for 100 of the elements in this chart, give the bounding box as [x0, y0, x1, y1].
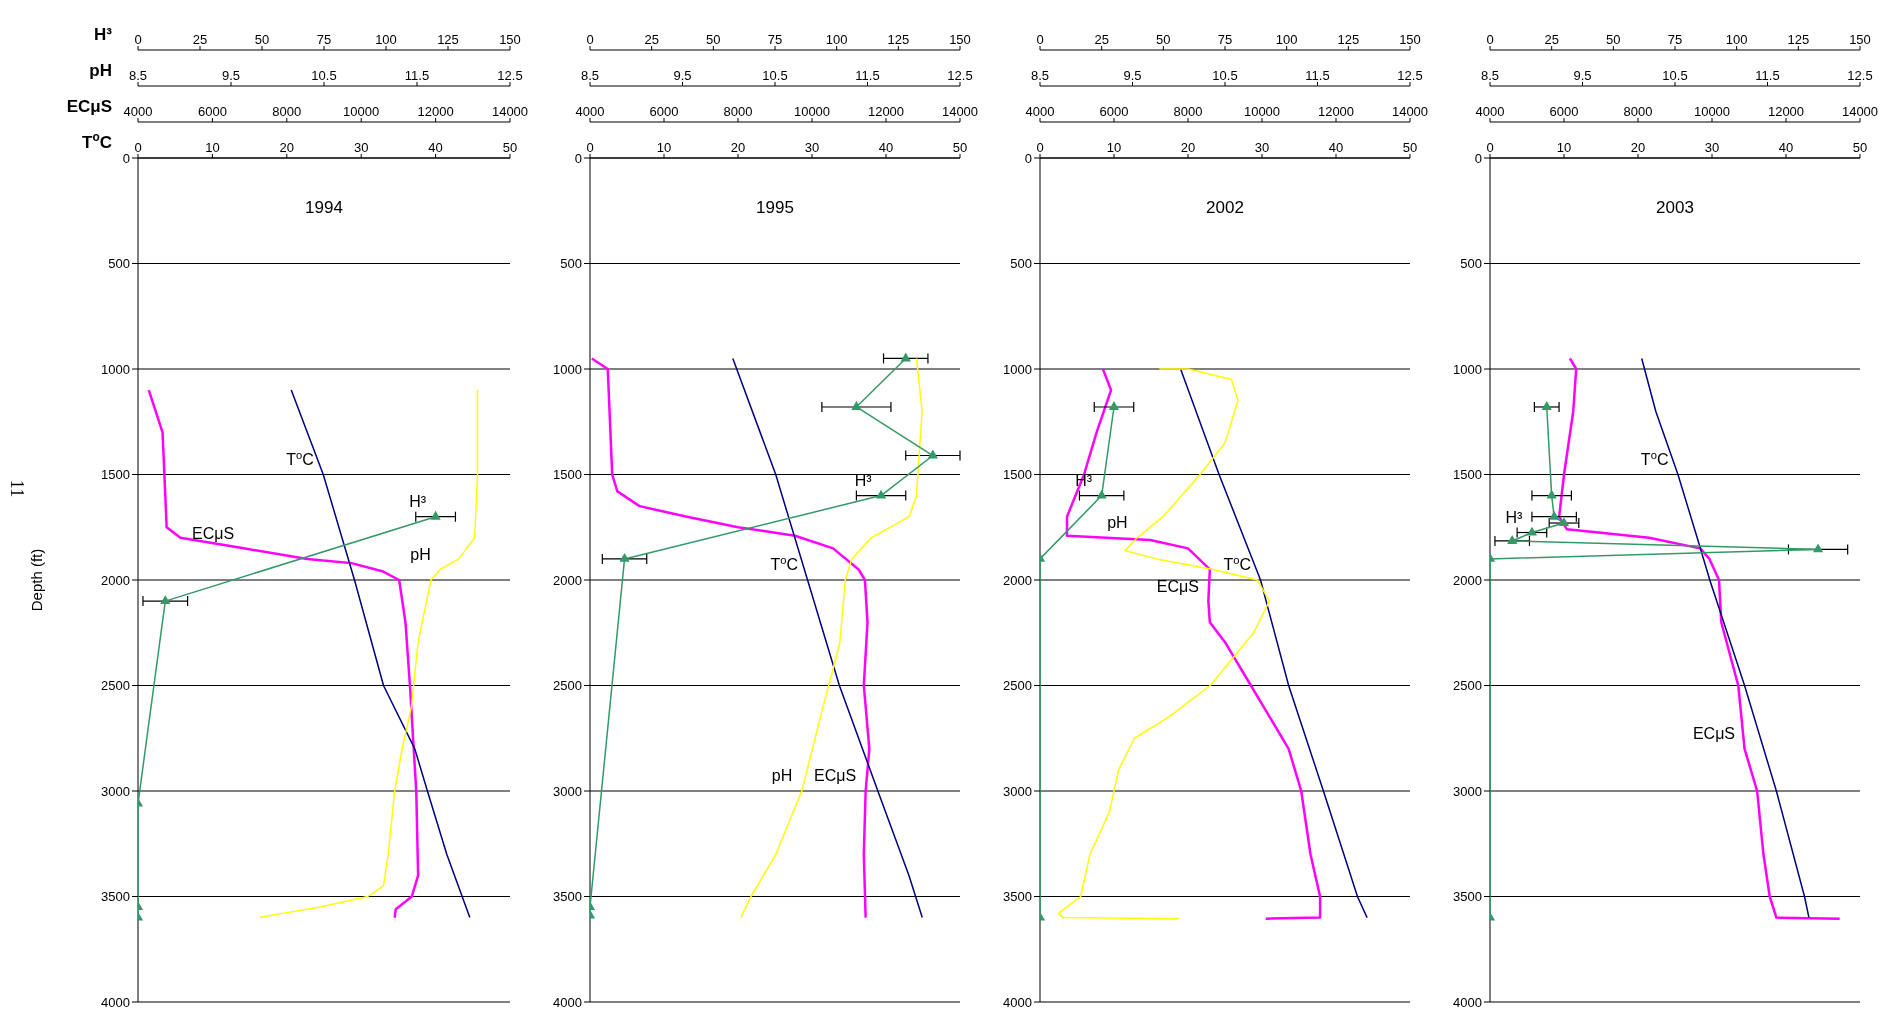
y-axis-title: Depth (ft) [28, 548, 45, 612]
x2-tick-label: 50 [1606, 32, 1621, 47]
x-tick-label: 10 [1106, 140, 1122, 155]
x-tick-label: 40 [1778, 140, 1794, 155]
text: 11 [6, 479, 28, 498]
x2-tick-label: 50 [1156, 32, 1171, 47]
x2-tick-label: 10000 [793, 104, 831, 119]
series-label: pH [410, 545, 431, 563]
y-tick-label: 3000 [553, 783, 582, 799]
x2-tick-label: 0 [586, 32, 594, 47]
y-tick-label: 500 [560, 256, 582, 272]
y-tick-label: 1500 [1453, 467, 1482, 483]
x-tick-label: 40 [878, 140, 894, 155]
y-tick-label: 1000 [101, 361, 130, 377]
series-label: T$^{o}$C [286, 448, 314, 468]
x2-tick-label: 0 [1486, 32, 1494, 47]
y-tick-label: 2500 [553, 678, 582, 694]
series-label: T$^{o}$C [770, 554, 799, 574]
text: 1995 [755, 198, 795, 218]
x2-tick-label: 25 [192, 32, 208, 47]
x2-tick-label: 125 [1337, 32, 1360, 47]
y-tick-label: 1500 [553, 467, 582, 483]
x2-tick-label: 6000 [1549, 104, 1579, 119]
x2-tick-label: 10000 [1243, 104, 1281, 119]
x-tick-label: 8.5 [128, 68, 148, 83]
x2-tick-label: 12000 [417, 104, 454, 119]
series-label: H³ [1505, 509, 1524, 527]
x2-tick-label: 10000 [343, 104, 380, 119]
x-tick-label: 11.5 [1755, 68, 1780, 83]
y-tick-label: 500 [1460, 256, 1482, 272]
x-tick-label: 8.5 [1480, 68, 1500, 83]
x2-tick-label: 12000 [1317, 104, 1355, 119]
x-tick-label: 9.5 [1573, 68, 1592, 83]
x-tick-label: 50 [1402, 140, 1418, 155]
x2-tick-label: 150 [499, 32, 521, 47]
x2-tick-label: 125 [887, 32, 910, 47]
x2-tick-label: 75 [1667, 32, 1683, 47]
x2-tick-label: 8000 [1623, 104, 1653, 119]
x2-tick-label: 75 [767, 32, 783, 47]
x-tick-label: 20 [1180, 140, 1196, 155]
x2-tick-label: 100 [825, 32, 848, 47]
x-tick-label: 0 [1486, 140, 1494, 155]
y-tick-label: 2000 [553, 572, 582, 588]
x2-tick-label: 8000 [1173, 104, 1203, 119]
x-tick-label: 11.5 [855, 68, 880, 83]
x2-tick-label: 100 [1725, 32, 1748, 47]
x-tick-label: 10 [656, 140, 672, 155]
x2-tick-label: 12000 [867, 104, 905, 119]
series-label: ECμS [1692, 725, 1736, 743]
y-tick-label: 4000 [553, 994, 582, 1010]
y-tick-label: 0 [1474, 150, 1482, 166]
x2-tick-label: 14000 [941, 104, 979, 119]
x-tick-label: 11.5 [1305, 68, 1330, 83]
x-tick-label: 0 [586, 140, 594, 155]
y-tick-label: 2500 [1453, 678, 1482, 694]
series-label: T$^{o}$C [1223, 554, 1252, 574]
x-tick-label: 12.5 [1847, 68, 1873, 83]
x-tick-label: 0 [134, 140, 142, 155]
y-tick-label: 1000 [553, 361, 582, 377]
x2-tick-label: 125 [1787, 32, 1810, 47]
x2-tick-label: 8000 [723, 104, 753, 119]
x2-tick-label: 25 [1544, 32, 1559, 47]
x2-tick-label: 150 [1399, 32, 1421, 47]
x2-axis-title: ECμS [66, 97, 112, 116]
x2-tick-label: 100 [1275, 32, 1298, 47]
y-tick-label: 0 [574, 150, 582, 166]
x2-tick-label: 75 [1217, 32, 1233, 47]
x-tick-label: 12.5 [1397, 68, 1423, 83]
x-tick-label: 10 [205, 140, 220, 155]
x-tick-label: 20 [730, 140, 746, 155]
x2-tick-label: 4000 [1025, 104, 1055, 119]
x-tick-label: 12.5 [947, 68, 973, 83]
x2-tick-label: 6000 [197, 104, 227, 119]
x-tick-label: 40 [1328, 140, 1344, 155]
y-tick-label: 2000 [1453, 572, 1482, 588]
series-label: ECμS [192, 524, 235, 542]
x-tick-label: 0 [1036, 140, 1044, 155]
y-tick-label: 3500 [1453, 889, 1482, 905]
text: 1994 [304, 198, 344, 218]
x-tick-label: 10.5 [1662, 68, 1688, 83]
x-tick-label: 30 [1254, 140, 1270, 155]
x-axis-title: T$^{o}$C [82, 130, 112, 152]
x-tick-label: 10.5 [762, 68, 788, 83]
x2-tick-label: 10000 [1693, 104, 1731, 119]
x2-tick-label: 14000 [491, 104, 529, 119]
x-tick-label: 40 [428, 140, 443, 155]
x-tick-label: 10.5 [311, 68, 337, 83]
y-tick-label: 3000 [1003, 783, 1032, 799]
y-tick-label: 3500 [553, 889, 582, 905]
x-tick-label: 50 [952, 140, 968, 155]
y-tick-label: 1500 [101, 467, 130, 483]
x2-tick-label: 25 [1094, 32, 1109, 47]
y-tick-label: 2500 [1003, 678, 1032, 694]
x2-tick-label: 150 [949, 32, 971, 47]
x-tick-label: 50 [502, 140, 518, 155]
y-tick-label: 2000 [1003, 572, 1032, 588]
line-series [1640, 357, 1810, 919]
x2-tick-label: 75 [316, 32, 332, 47]
x2-tick-label: 0 [134, 32, 142, 47]
series-label: ECμS [1156, 577, 1199, 595]
